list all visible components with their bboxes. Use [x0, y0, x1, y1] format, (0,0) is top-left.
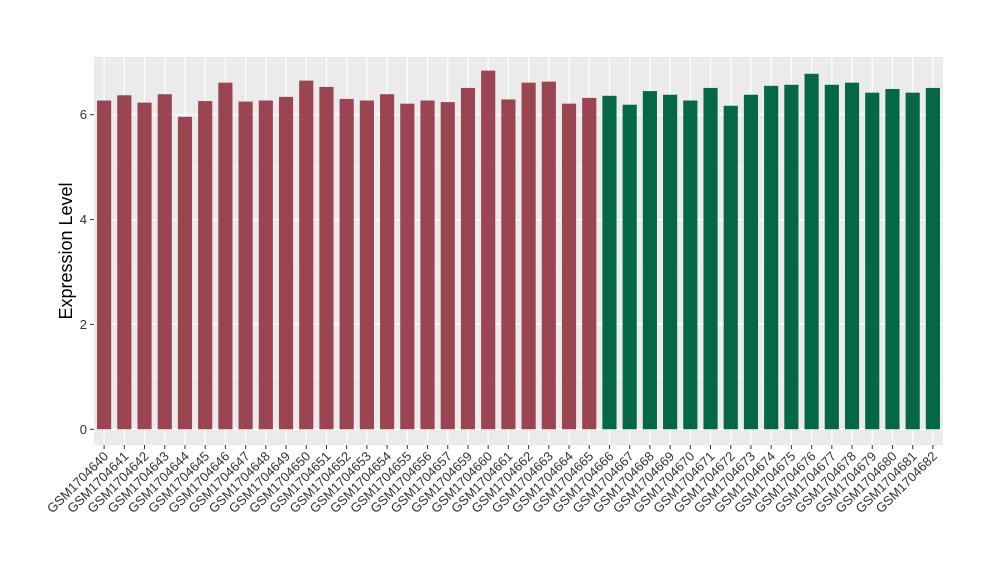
bar-GSM1704657	[440, 102, 455, 430]
bar-GSM1704682	[925, 87, 940, 430]
bar-GSM1704649	[278, 96, 294, 430]
x-axis: GSM1704640GSM1704641GSM1704642GSM1704643…	[44, 445, 940, 516]
bar-GSM1704655	[400, 103, 415, 430]
bars	[97, 70, 940, 430]
plot-panel	[94, 57, 943, 445]
bar-GSM1704662	[521, 82, 536, 430]
bar-GSM1704681	[905, 92, 920, 430]
bar-GSM1704648	[258, 100, 273, 430]
y-tick-label: 6	[80, 107, 87, 122]
bar-GSM1704676	[804, 73, 819, 430]
bar-GSM1704666	[602, 95, 617, 430]
bar-GSM1704661	[501, 99, 516, 430]
bar-GSM1704679	[865, 92, 880, 430]
bar-GSM1704656	[420, 100, 435, 430]
bar-GSM1704641	[117, 95, 132, 430]
y-tick-label: 0	[80, 422, 87, 437]
bar-GSM1704664	[561, 103, 577, 430]
bar-GSM1704644	[177, 116, 193, 430]
bar-GSM1704650	[299, 80, 314, 430]
bar-GSM1704669	[663, 94, 678, 430]
y-axis-title: Expression Level	[56, 182, 76, 319]
bar-GSM1704671	[703, 87, 718, 430]
y-tick-label: 2	[80, 317, 87, 332]
bar-GSM1704643	[157, 94, 172, 430]
bar-GSM1704646	[218, 82, 233, 430]
bar-GSM1704653	[359, 100, 374, 430]
y-tick-label: 4	[80, 212, 87, 227]
bar-GSM1704670	[683, 100, 698, 430]
bar-GSM1704645	[198, 101, 213, 430]
bar-GSM1704680	[885, 88, 900, 430]
bar-GSM1704647	[238, 101, 253, 430]
bar-GSM1704672	[723, 105, 738, 430]
bar-GSM1704659	[460, 87, 476, 430]
bar-GSM1704642	[137, 102, 152, 430]
bar-GSM1704677	[824, 84, 839, 430]
bar-GSM1704660	[481, 70, 496, 430]
bar-GSM1704674	[764, 85, 779, 430]
bar-GSM1704663	[541, 81, 556, 430]
bar-GSM1704652	[339, 98, 354, 430]
bar-GSM1704668	[642, 91, 657, 430]
bar-GSM1704667	[622, 104, 637, 430]
bar-GSM1704675	[784, 84, 799, 430]
bar-GSM1704654	[380, 94, 395, 430]
bar-GSM1704651	[319, 86, 334, 430]
bar-GSM1704678	[844, 82, 860, 430]
bar-GSM1704673	[743, 94, 759, 430]
bar-GSM1704665	[582, 97, 597, 430]
y-axis: 0 2 4 6	[80, 107, 94, 437]
bar-GSM1704640	[97, 100, 112, 430]
